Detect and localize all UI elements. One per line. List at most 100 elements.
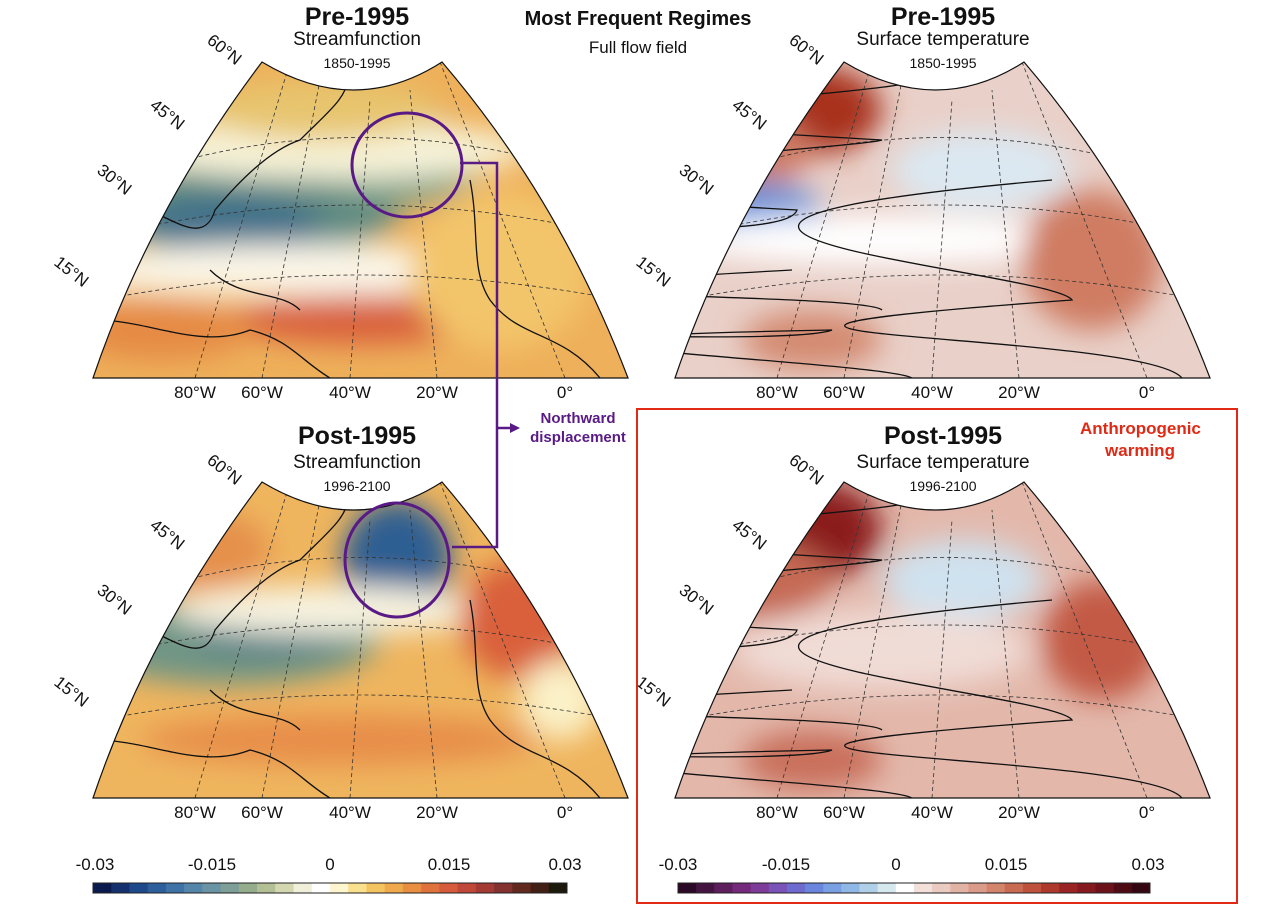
longitude-label: 20°W bbox=[998, 803, 1040, 822]
longitude-label: 0° bbox=[1138, 803, 1156, 822]
longitude-gridline bbox=[349, 519, 371, 798]
map-frame bbox=[674, 61, 1211, 379]
latitude-gridline bbox=[681, 694, 1203, 721]
colorbar-streamfunction-segment bbox=[202, 883, 222, 893]
colorbar-temperature-segment bbox=[1113, 883, 1133, 893]
colorbar-temperature-segment bbox=[768, 883, 788, 893]
longitude-label: 0° bbox=[556, 383, 574, 402]
field-contour bbox=[682, 215, 1082, 265]
latitude-gridline bbox=[99, 274, 621, 301]
colorbar-temperature-segment bbox=[786, 883, 806, 893]
colorbar-temperature-segment bbox=[732, 883, 752, 893]
colorbar-streamfunction-segment bbox=[494, 883, 513, 893]
field-contour bbox=[732, 610, 1032, 690]
longitude-gridline bbox=[439, 482, 566, 798]
longitude-label: 80°W bbox=[174, 803, 216, 822]
colorbar-streamfunction-segment bbox=[530, 883, 550, 893]
anthropogenic-warming-label: Anthropogenic warming bbox=[1080, 419, 1201, 460]
longitude-gridline bbox=[931, 99, 953, 378]
regime-circle-post bbox=[343, 501, 451, 619]
coastline bbox=[94, 494, 601, 798]
longitude-label: 40°W bbox=[329, 803, 371, 822]
colorbar-temperature-segment bbox=[750, 883, 770, 893]
colorbar-temperature-segment bbox=[950, 883, 969, 893]
latitude-gridline bbox=[129, 204, 591, 231]
map-frame bbox=[92, 61, 629, 379]
colorbar-streamfunction-segment bbox=[111, 883, 130, 893]
colorbar-temperature-segment bbox=[877, 883, 897, 893]
panel-period-bl: 1996-2100 bbox=[323, 478, 391, 494]
field-contour bbox=[130, 120, 530, 180]
field-contour bbox=[1022, 190, 1162, 330]
panel-variable-br: Surface temperature bbox=[856, 452, 1030, 473]
cb2-tick: 0.015 bbox=[984, 855, 1028, 874]
cb2-tick: 0.03 bbox=[1131, 855, 1165, 874]
latitude-gridline bbox=[184, 557, 541, 581]
cb2-tick: 0 bbox=[891, 855, 901, 874]
longitude-gridline bbox=[194, 62, 291, 378]
colorbar-temperature-segment bbox=[895, 883, 915, 893]
panel-period-br: 1996-2100 bbox=[909, 478, 977, 494]
longitude-label: 20°W bbox=[416, 383, 458, 402]
colorbar-streamfunction-segment bbox=[548, 883, 568, 893]
panel-title-tl: Pre-1995 bbox=[304, 3, 410, 31]
longitude-gridline bbox=[776, 62, 873, 378]
colorbar-streamfunction bbox=[92, 882, 568, 894]
longitude-label: 60°W bbox=[241, 803, 283, 822]
longitude-label: 40°W bbox=[911, 383, 953, 402]
panel-period-tr: 1850-1995 bbox=[909, 55, 977, 71]
figure-subtitle: Full flow field bbox=[588, 38, 688, 57]
highlight-box bbox=[636, 408, 1238, 904]
colorbar-temperature-segment bbox=[1004, 883, 1024, 893]
colorbar-temperature-segment bbox=[1022, 883, 1042, 893]
field-contour bbox=[170, 585, 490, 635]
colorbar-streamfunction-segment bbox=[93, 883, 112, 893]
field-contour bbox=[140, 715, 540, 765]
colorbar-temperature-segment bbox=[914, 883, 933, 893]
colorbar-streamfunction-segment bbox=[402, 883, 422, 893]
field-contour bbox=[882, 540, 1042, 620]
longitude-gridline bbox=[1021, 62, 1148, 378]
colorbar-streamfunction-segment bbox=[330, 883, 349, 893]
colorbar-streamfunction-segment bbox=[257, 883, 276, 893]
arrow-head-icon bbox=[510, 423, 520, 433]
longitude-label: 40°W bbox=[911, 803, 953, 822]
colorbar-temperature-segment bbox=[696, 883, 715, 893]
panel-title-tr: Pre-1995 bbox=[890, 3, 996, 31]
colorbar-temperature-segment bbox=[1059, 883, 1078, 893]
field-contour bbox=[742, 65, 882, 155]
longitude-gridline bbox=[409, 89, 438, 378]
field-contour bbox=[742, 730, 882, 790]
longitude-label: 60°W bbox=[241, 383, 283, 402]
longitude-gridline bbox=[991, 509, 1020, 798]
longitude-gridline bbox=[931, 519, 953, 798]
field-contour bbox=[520, 660, 600, 740]
panel-title-br: Post-1995 bbox=[883, 422, 1003, 450]
colorbar-temperature-segment bbox=[859, 883, 879, 893]
field-contour bbox=[410, 190, 590, 350]
longitude-label: 0° bbox=[1138, 383, 1156, 402]
colorbar-temperature-segment bbox=[805, 883, 824, 893]
latitude-gridline bbox=[99, 694, 621, 721]
colorbar-temperature-segment bbox=[932, 883, 951, 893]
longitude-gridline bbox=[1021, 482, 1148, 798]
colorbar-streamfunction-segment bbox=[220, 883, 240, 893]
colorbar-streamfunction-segment bbox=[293, 883, 313, 893]
colorbar-temperature-segment bbox=[714, 883, 733, 893]
latitude-gridline bbox=[711, 624, 1173, 651]
panel-title-bl: Post-1995 bbox=[297, 422, 417, 450]
colorbar-streamfunction-segment bbox=[366, 883, 386, 893]
longitude-label: 0° bbox=[556, 803, 574, 822]
cb2-tick: -0.015 bbox=[761, 855, 811, 874]
displacement-bracket bbox=[452, 161, 499, 549]
longitude-gridline bbox=[194, 482, 291, 798]
longitude-gridline bbox=[991, 89, 1020, 378]
colorbar-streamfunction-segment bbox=[147, 883, 167, 893]
longitude-label: 60°W bbox=[823, 383, 865, 402]
colorbar-temperature-segment bbox=[1041, 883, 1060, 893]
colorbar-streamfunction-segment bbox=[512, 883, 532, 893]
longitude-gridline bbox=[843, 499, 903, 798]
panel-variable-bl: Streamfunction bbox=[293, 452, 421, 473]
field-contour bbox=[130, 510, 270, 590]
